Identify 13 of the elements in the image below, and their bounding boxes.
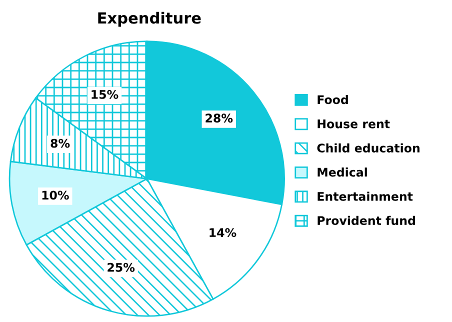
data-label: 8% — [50, 138, 70, 148]
data-label: 25% — [108, 262, 135, 272]
data-label: 10% — [42, 190, 69, 200]
data-label: 14% — [210, 228, 236, 238]
legend-label: Child education — [317, 143, 420, 153]
legend-label: House rent — [318, 120, 390, 128]
legend-label: Food — [318, 95, 348, 104]
data-label: 28% — [206, 114, 233, 123]
data-label: 15% — [92, 90, 118, 99]
legend-label: Medical — [318, 168, 367, 177]
legend-label: Provident fund — [318, 216, 415, 226]
legend-label: Entertainment — [318, 192, 413, 201]
chart-title: Expenditure — [98, 12, 201, 27]
